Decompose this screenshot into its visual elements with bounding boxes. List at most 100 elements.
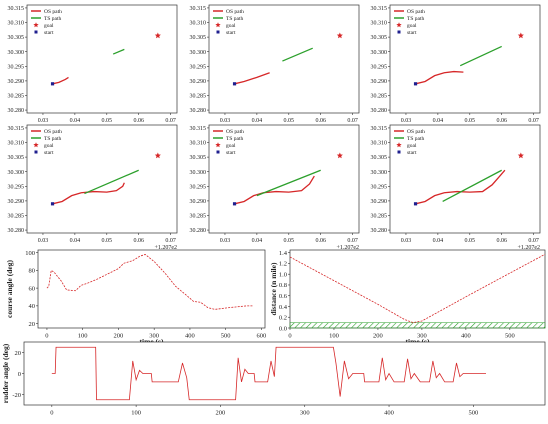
goal-marker — [336, 152, 343, 159]
y-tick-label: 30.300 — [371, 170, 388, 176]
y-tick-label: 30.310 — [8, 141, 25, 147]
legend-label: goal — [407, 143, 417, 149]
y-tick-label: 30.280 — [8, 108, 25, 114]
offset-label: +1.207e2 — [154, 245, 177, 251]
x-tick-label: 200 — [114, 333, 124, 340]
y-tick-label: 0.0 — [279, 325, 287, 332]
legend-label: start — [407, 30, 417, 36]
plot-frame — [37, 249, 266, 329]
y-tick-label: 30.285 — [371, 214, 388, 220]
legend-label: OS path — [407, 129, 425, 135]
plot: 0 100 200 300 400 500 600 20 40 60 80 100 time (s) co… — [5, 249, 266, 346]
y-tick-label: 30.315 — [190, 126, 207, 132]
legend-label: TS path — [226, 136, 244, 142]
x-tick-label: 0.04 — [252, 238, 263, 244]
y-tick-label: 30.300 — [190, 50, 207, 56]
start-marker — [232, 82, 237, 86]
x-tick-label: 300 — [300, 410, 310, 417]
y-tick-label: 0.6 — [279, 293, 288, 300]
band — [289, 322, 546, 329]
y-tick-label: 30.300 — [190, 170, 207, 176]
plot-frame — [26, 124, 178, 234]
legend-label: goal — [226, 23, 236, 29]
y-tick-label: 30.280 — [190, 228, 207, 234]
series-line — [289, 253, 546, 324]
plot-frame — [23, 341, 546, 406]
y-tick-label: 30.280 — [371, 228, 388, 234]
y-tick-label: 30.305 — [8, 35, 25, 41]
y-tick-label: 30.315 — [190, 6, 207, 12]
legend-marker — [33, 22, 39, 28]
y-tick-label: 30.290 — [190, 199, 207, 205]
x-tick-label: 0.07 — [165, 118, 176, 124]
x-tick-label: 0.06 — [315, 118, 326, 124]
plot-frame — [26, 4, 178, 114]
y-tick-label: 30.285 — [371, 94, 388, 100]
legend-label: OS path — [407, 9, 425, 15]
goal-marker — [517, 152, 524, 159]
plot: 0.03 0.04 0.05 0.06 0.07 30.280 30.285 30.290 30… — [190, 4, 360, 131]
x-tick-label: 0.07 — [347, 118, 358, 124]
x-tick-label: 0.06 — [133, 118, 144, 124]
legend-marker — [396, 22, 402, 28]
y-axis-label: course angle (deg) — [5, 260, 14, 318]
x-tick-label: 100 — [329, 333, 339, 340]
x-tick-label: 0.04 — [433, 118, 444, 124]
legend-marker — [34, 150, 38, 154]
x-tick-label: 100 — [131, 410, 141, 417]
series-line — [234, 175, 315, 205]
y-tick-label: 30.290 — [8, 79, 25, 85]
y-tick-label: 1.4 — [279, 250, 288, 257]
y-tick-label: 30.310 — [371, 21, 388, 27]
y-tick-label: 1.2 — [279, 261, 287, 268]
y-tick-label: 30.295 — [190, 184, 207, 190]
x-tick-label: 0.06 — [315, 238, 326, 244]
y-tick-label: 30.305 — [190, 35, 207, 41]
x-tick-label: 0 — [50, 410, 53, 417]
x-tick-label: 0.03 — [220, 118, 231, 124]
y-tick-label: 30.290 — [371, 79, 388, 85]
legend-label: OS path — [226, 129, 244, 135]
y-axis-label: rudder angle (deg) — [1, 343, 10, 403]
x-tick-label: 0.05 — [284, 118, 295, 124]
y-tick-label: 30.290 — [8, 199, 25, 205]
x-tick-label: 0.07 — [528, 118, 539, 124]
series-line — [256, 169, 321, 197]
start-marker — [413, 202, 418, 206]
offset-label: +1.207e2 — [336, 245, 359, 251]
legend-label: goal — [226, 143, 236, 149]
x-tick-label: 0.06 — [133, 238, 144, 244]
x-tick-label: 0.07 — [165, 238, 176, 244]
y-tick-label: 30.285 — [8, 94, 25, 100]
y-tick-label: 30.310 — [371, 141, 388, 147]
y-tick-label: 0.2 — [279, 315, 287, 322]
legend-label: start — [44, 30, 54, 36]
offset-label: +1.207e2 — [517, 245, 540, 251]
y-tick-label: 30.295 — [8, 184, 25, 190]
y-tick-label: 30.305 — [371, 155, 388, 161]
x-tick-label: 0.03 — [220, 238, 231, 244]
plot: 0.03 0.04 0.05 0.06 0.07 30.280 30.285 30.290 30… — [371, 124, 541, 251]
y-tick-label: 0 — [18, 371, 21, 378]
start-marker — [50, 202, 55, 206]
y-tick-label: 30.285 — [190, 214, 207, 220]
plot: 0.03 0.04 0.05 0.06 0.07 30.280 30.285 30.290 30… — [371, 4, 541, 131]
x-tick-label: 0.05 — [102, 238, 113, 244]
x-tick-label: 0.07 — [347, 238, 358, 244]
x-tick-label: 0.05 — [284, 238, 295, 244]
x-tick-label: 500 — [221, 333, 231, 340]
y-tick-label: 30.315 — [8, 6, 25, 12]
goal-marker — [336, 32, 343, 39]
y-tick-label: 30.310 — [190, 141, 207, 147]
series-line — [234, 72, 270, 85]
x-tick-label: 300 — [149, 333, 159, 340]
x-tick-label: 0 — [288, 333, 291, 340]
legend-label: TS path — [407, 136, 425, 142]
y-tick-label: 30.300 — [8, 170, 25, 176]
y-tick-label: 0.4 — [279, 304, 288, 311]
legend-marker — [215, 142, 221, 148]
legend-label: start — [44, 150, 54, 156]
x-tick-label: 0.06 — [496, 118, 507, 124]
